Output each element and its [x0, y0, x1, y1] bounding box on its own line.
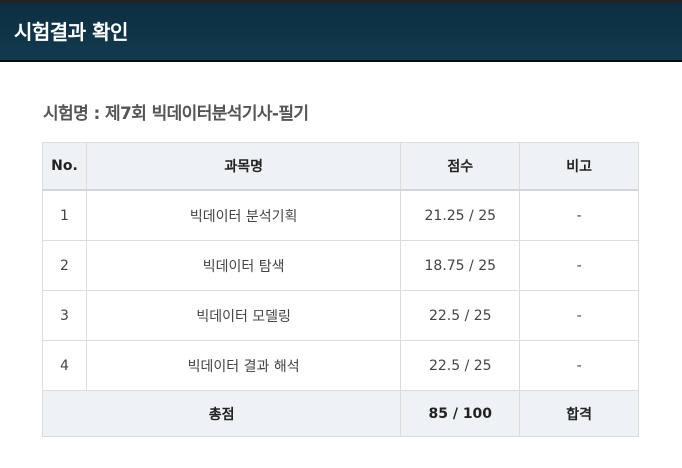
- row-no: 2: [42, 240, 87, 291]
- column-header-note: 비고: [519, 142, 639, 191]
- column-header-score: 점수: [400, 142, 521, 191]
- total-row: 총점 85 / 100 합격: [41, 390, 639, 437]
- exam-name-label: 시험명 : 제7회 빅데이터분석기사-필기: [43, 104, 309, 124]
- total-label: 총점: [41, 390, 402, 437]
- column-header-subject: 과목명: [85, 142, 402, 191]
- table-row: 4 빅데이터 결과 해석 22.5 / 25 -: [42, 340, 639, 391]
- page-header: 시험결과 확인: [0, 0, 682, 62]
- table-row: 3 빅데이터 모델링 22.5 / 25 -: [42, 290, 639, 341]
- row-note: -: [519, 290, 639, 341]
- row-score: 18.75 / 25: [400, 240, 521, 291]
- row-no: 1: [42, 189, 87, 241]
- total-score: 85 / 100: [400, 390, 521, 437]
- row-subject: 빅데이터 결과 해석: [85, 340, 402, 391]
- row-no: 4: [42, 340, 87, 391]
- row-note: -: [519, 189, 639, 241]
- row-score: 21.25 / 25: [400, 189, 521, 241]
- row-subject: 빅데이터 탐색: [85, 240, 402, 291]
- row-score: 22.5 / 25: [400, 340, 521, 391]
- table-header-row: No. 과목명 점수 비고: [42, 142, 639, 191]
- row-no: 3: [42, 290, 87, 341]
- page-title: 시험결과 확인: [14, 20, 128, 44]
- row-subject: 빅데이터 모델링: [85, 290, 402, 341]
- row-score: 22.5 / 25: [400, 290, 521, 341]
- row-note: -: [519, 340, 639, 391]
- row-subject: 빅데이터 분석기획: [85, 189, 402, 241]
- column-header-no: No.: [42, 142, 87, 191]
- results-table: No. 과목명 점수 비고 1 빅데이터 분석기획 21.25 / 25 - 2…: [41, 142, 639, 437]
- table-row: 2 빅데이터 탐색 18.75 / 25 -: [42, 240, 639, 291]
- pass-result: 합격: [519, 390, 639, 437]
- row-note: -: [519, 240, 639, 291]
- table-row: 1 빅데이터 분석기획 21.25 / 25 -: [42, 189, 639, 241]
